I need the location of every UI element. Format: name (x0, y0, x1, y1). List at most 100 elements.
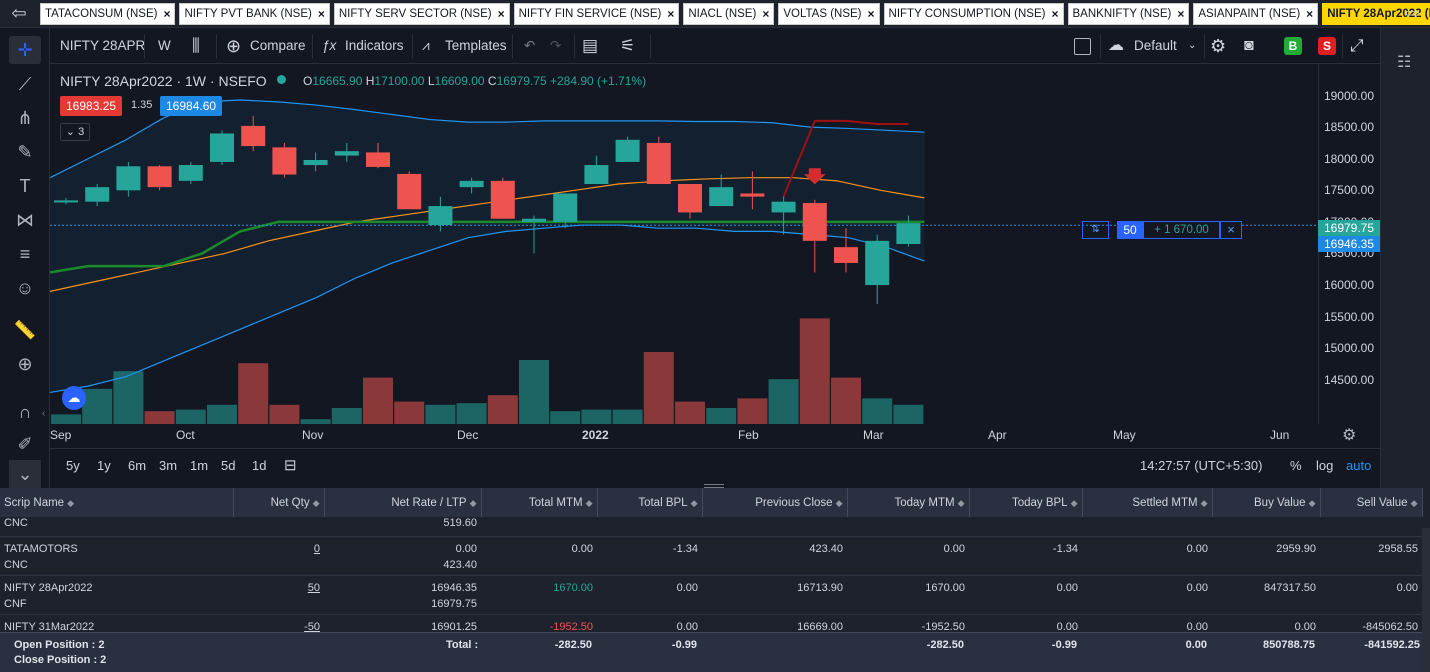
zoom-icon[interactable]: ⊕ (17, 354, 33, 374)
templates-icon[interactable]: ⩘ (422, 38, 430, 53)
prediction-icon[interactable]: ≡ (19, 244, 31, 264)
scrip-name[interactable]: NIFTY 28Apr2022 (4, 581, 93, 594)
ruler-icon[interactable]: 📏 (13, 320, 37, 340)
brush-icon[interactable]: ✎ (17, 142, 33, 162)
sort-icon[interactable]: ◆ (1200, 497, 1208, 508)
watchlist-tab[interactable]: VOLTAS (NSE) × (778, 3, 880, 25)
notes-icon[interactable]: ▤ (582, 36, 599, 55)
indicators-button[interactable]: Indicators (345, 38, 404, 53)
buy-button[interactable]: B (1284, 37, 1302, 55)
settings-sliders-icon[interactable]: ⚟ (620, 36, 636, 55)
sort-icon[interactable]: ◆ (1410, 497, 1418, 508)
chevron-left-icon[interactable]: ‹ (42, 408, 46, 419)
sell-price-box[interactable]: 16983.25 (60, 96, 123, 116)
fullscreen-layout-icon[interactable] (1074, 38, 1091, 55)
goto-date-icon[interactable]: ⊟ (284, 457, 297, 474)
popout-icon[interactable]: ⤢ (1350, 36, 1364, 55)
layout-name[interactable]: Default (1134, 38, 1177, 53)
axis-settings-icon[interactable]: ⚙ (1342, 427, 1357, 444)
auto-toggle[interactable]: auto (1346, 458, 1372, 473)
close-icon[interactable]: × (867, 7, 875, 21)
price-chart[interactable] (50, 64, 1318, 424)
gear-icon[interactable]: ⚙ (1210, 36, 1227, 56)
range-1y[interactable]: 1y (97, 458, 111, 473)
watchlist-icon[interactable]: ☷ (1397, 54, 1412, 71)
time-axis[interactable]: Sep Oct Nov Dec 2022 Feb Mar Apr May Jun (50, 424, 1318, 448)
sort-icon[interactable]: ◆ (67, 497, 74, 508)
close-icon[interactable]: × (667, 7, 675, 21)
interval-button[interactable]: W (158, 38, 171, 53)
watchlist-tab[interactable]: NIFTY FIN SERVICE (NSE) × (513, 3, 680, 25)
table-row[interactable]: TATAMOTORS CNC 0 0.00 423.40 0.00 -1.34 423.40 0… (0, 536, 1422, 576)
watchlist-tab[interactable]: NIFTY PVT BANK (NSE) × (179, 3, 330, 25)
resize-handle[interactable] (704, 484, 724, 488)
emoji-icon[interactable]: ☺ (15, 278, 35, 298)
close-icon[interactable]: × (317, 7, 325, 21)
close-position-icon[interactable]: × (1220, 221, 1242, 239)
scroll-left-icon[interactable]: ⇦ (11, 3, 27, 23)
indicator-toggle[interactable]: ⌄ 3 (60, 123, 90, 141)
lock-drawing-icon[interactable]: ✐ (17, 434, 33, 454)
range-1d[interactable]: 1d (252, 458, 267, 473)
compare-button[interactable]: Compare (250, 38, 306, 53)
symbol-search[interactable]: NIFTY 28APR (60, 38, 146, 53)
table-row[interactable]: CNC 519.60 (0, 517, 1422, 537)
scrip-name[interactable]: TATAMOTORS (4, 542, 78, 555)
table-row[interactable]: NIFTY 31Mar2022 -50 16901.25 -1952.50 0.00 16… (0, 614, 1422, 637)
scrip-name[interactable]: NIFTY 31Mar2022 (4, 620, 95, 633)
watchlist-tab[interactable]: NIFTY SERV SECTOR (NSE) × (333, 3, 510, 25)
watchlist-tab[interactable]: BANKNIFTY (NSE) × (1067, 3, 1190, 25)
sort-icon[interactable]: ◆ (1070, 497, 1078, 508)
log-toggle[interactable]: log (1316, 458, 1334, 473)
close-icon[interactable]: × (497, 7, 505, 21)
collapse-tools-icon[interactable]: ⌄ (9, 460, 41, 488)
pattern-icon[interactable]: ⋈ (16, 210, 34, 230)
fib-icon[interactable]: ⋔ (17, 108, 33, 128)
column-header[interactable]: Settled MTM ◆ (1082, 488, 1213, 517)
net-qty[interactable]: -50 (304, 620, 320, 633)
watchlist-tab[interactable]: TATACONSUM (NSE) × (40, 3, 176, 25)
close-icon[interactable]: × (762, 7, 770, 21)
range-5y[interactable]: 5y (66, 458, 80, 473)
magnet-icon[interactable]: ∩ (18, 402, 32, 422)
cloud-icon[interactable]: ☁ (1108, 37, 1124, 54)
net-qty[interactable]: 50 (307, 581, 320, 594)
column-header[interactable]: Today BPL ◆ (969, 488, 1083, 517)
range-3m[interactable]: 3m (159, 458, 178, 473)
sort-icon[interactable]: ◆ (312, 497, 320, 508)
column-header[interactable]: Sell Value ◆ (1320, 488, 1423, 517)
column-header[interactable]: Previous Close ◆ (702, 488, 848, 517)
sort-icon[interactable]: ◆ (957, 497, 965, 508)
compare-icon[interactable]: ⊕ (226, 36, 242, 56)
table-scrollbar[interactable] (1422, 528, 1430, 672)
close-icon[interactable]: × (1177, 7, 1185, 21)
column-header[interactable]: Buy Value ◆ (1212, 488, 1321, 517)
camera-icon[interactable]: ◙ (1244, 37, 1254, 54)
buy-price-box[interactable]: 16984.60 (160, 96, 223, 116)
clock-text[interactable]: 14:27:57 (UTC+5:30) (1140, 458, 1263, 473)
crosshair-icon[interactable]: ✛ (9, 36, 41, 64)
scroll-right-icon[interactable]: ⇨ (1405, 3, 1421, 23)
column-header[interactable]: Net Qty ◆ (233, 488, 325, 517)
column-header[interactable]: Total MTM ◆ (481, 488, 598, 517)
sort-icon[interactable]: ◆ (585, 497, 593, 508)
templates-button[interactable]: Templates (445, 38, 507, 53)
reverse-position-icon[interactable]: ⇅ (1082, 221, 1109, 239)
sort-icon[interactable]: ◆ (1308, 497, 1316, 508)
range-1m[interactable]: 1m (190, 458, 209, 473)
close-icon[interactable]: × (1306, 7, 1314, 21)
net-qty[interactable]: 0 (313, 542, 320, 555)
position-qty[interactable]: 50 (1117, 221, 1143, 239)
range-5d[interactable]: 5d (221, 458, 236, 473)
column-header[interactable]: Today MTM ◆ (847, 488, 970, 517)
column-header[interactable]: Net Rate / LTP ◆ (324, 488, 482, 517)
close-icon[interactable]: × (163, 7, 171, 21)
column-header[interactable]: Total BPL ◆ (597, 488, 703, 517)
watchlist-tab[interactable]: NIACL (NSE) × (683, 3, 775, 25)
table-row[interactable]: NIFTY 28Apr2022 CNF 50 16946.35 16979.75 1670… (0, 575, 1422, 615)
close-icon[interactable]: × (1051, 7, 1059, 21)
undo-icon[interactable]: ↶ (524, 38, 536, 53)
sort-icon[interactable]: ◆ (835, 497, 843, 508)
chevron-down-icon[interactable]: ⌄ (1188, 40, 1197, 51)
sort-icon[interactable]: ◆ (690, 497, 698, 508)
